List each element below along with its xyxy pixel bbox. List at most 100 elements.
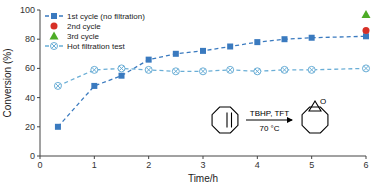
series-line (58, 68, 366, 86)
data-point (227, 66, 234, 73)
x-tick-label: 6 (363, 160, 368, 170)
circle-x-ring (51, 43, 58, 50)
reaction-condition: TBHP, TFT (250, 109, 289, 118)
data-point (55, 124, 61, 130)
series-line (58, 36, 366, 127)
data-point (254, 39, 260, 45)
chart-container: 0123456020406080100Time/hConversion (%)1… (0, 0, 378, 186)
y-tick (37, 39, 40, 40)
data-point (308, 66, 315, 73)
data-point (173, 51, 179, 57)
legend-label: Hot filtration test (67, 42, 126, 51)
y-tick (37, 126, 40, 127)
circle-x-cross (364, 66, 369, 71)
circle-x-ring (118, 65, 125, 72)
double-bond (226, 113, 227, 128)
data-point (227, 44, 233, 50)
x-axis-label: Time/h (188, 173, 218, 184)
x-tick (148, 156, 149, 159)
legend: 1st cycle (no filtration)2nd cycle3rd cy… (45, 12, 145, 51)
circle-x-cross (228, 67, 233, 72)
data-point (200, 48, 206, 54)
axes: 0123456020406080100Time/hConversion (%) (2, 5, 369, 184)
ring (212, 107, 238, 133)
circle-x-ring (363, 65, 370, 72)
legend-item: Hot filtration test (45, 42, 126, 51)
legend-marker (51, 43, 58, 50)
x-tick-label: 5 (309, 160, 314, 170)
data-point (362, 10, 371, 18)
circle-x-ring (281, 66, 288, 73)
circle-x-ring (308, 66, 315, 73)
data-point (363, 27, 370, 34)
legend-item: 3rd cycle (50, 32, 100, 42)
data-point (254, 68, 261, 75)
data-point (363, 33, 369, 39)
circle-x-cross (173, 69, 178, 74)
data-point (145, 66, 152, 73)
y-tick-label: 0 (30, 151, 35, 161)
circle-x-cross (52, 44, 57, 49)
x-tick-label: 3 (200, 160, 205, 170)
lines (58, 36, 366, 127)
x-tick (366, 156, 367, 159)
data-point (91, 66, 98, 73)
y-tick-label: 60 (25, 63, 35, 73)
data-point (200, 68, 207, 75)
x-tick-label: 1 (92, 160, 97, 170)
y-tick (37, 10, 40, 11)
reaction-scheme: TBHP, TFT 70 °C O (212, 97, 328, 133)
y-tick-label: 20 (25, 122, 35, 132)
legend-marker (51, 23, 58, 30)
circle-x-ring (145, 66, 152, 73)
data-point (54, 82, 61, 89)
y-tick-label: 40 (25, 93, 35, 103)
x-tick (203, 156, 204, 159)
reaction-condition: 70 °C (259, 124, 279, 133)
circle-x-cross (92, 67, 97, 72)
epoxide-oxygen: O (320, 97, 326, 106)
circle-x-ring (172, 68, 179, 75)
y-tick-label: 80 (25, 34, 35, 44)
legend-label: 1st cycle (no filtration) (67, 12, 145, 21)
circle-x-ring (227, 66, 234, 73)
y-tick (37, 97, 40, 98)
data-point (146, 57, 152, 63)
legend-label: 2nd cycle (67, 22, 101, 31)
circle-x-cross (201, 69, 206, 74)
circle-x-cross (255, 69, 260, 74)
legend-marker (51, 13, 57, 19)
data-point (281, 66, 288, 73)
chart: 0123456020406080100Time/hConversion (%)1… (0, 0, 378, 186)
data-point (118, 65, 125, 72)
circle-x-cross (282, 67, 287, 72)
data-point (119, 73, 125, 79)
legend-item: 2nd cycle (51, 22, 102, 31)
data-point (172, 68, 179, 75)
reaction-arrow (246, 120, 292, 121)
circle-x-cross (146, 67, 151, 72)
y-tick-label: 100 (20, 5, 35, 15)
markers (54, 10, 370, 130)
double-bond (231, 113, 232, 128)
data-point (363, 65, 370, 72)
y-axis-label: Conversion (%) (2, 49, 13, 118)
x-tick (94, 156, 95, 159)
x-tick (257, 156, 258, 159)
data-point (309, 35, 315, 41)
circle-x-ring (200, 68, 207, 75)
legend-item: 1st cycle (no filtration) (45, 12, 145, 21)
data-point (282, 36, 288, 42)
circle-x-ring (254, 68, 261, 75)
legend-label: 3rd cycle (67, 32, 100, 41)
legend-marker (50, 32, 59, 40)
y-tick (37, 68, 40, 69)
circle-x-ring (54, 82, 61, 89)
x-tick-label: 4 (255, 160, 260, 170)
x-tick (311, 156, 312, 159)
circle-x-cross (56, 84, 61, 89)
circle-x-ring (91, 66, 98, 73)
x-tick-label: 0 (37, 160, 42, 170)
data-point (91, 83, 97, 89)
circle-x-cross (119, 66, 124, 71)
